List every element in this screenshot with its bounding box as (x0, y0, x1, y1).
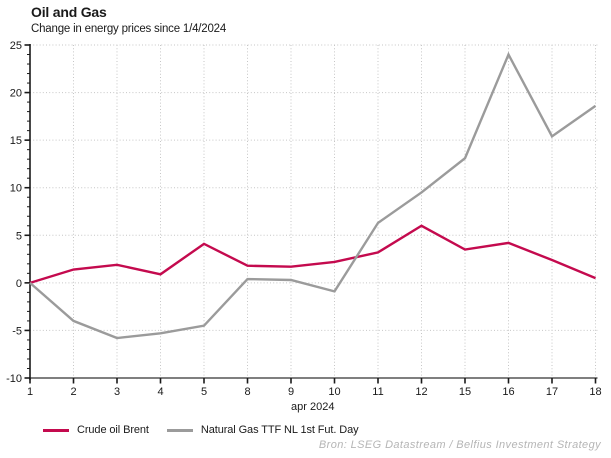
y-tick-label: 25 (10, 40, 22, 52)
y-tick-label: 20 (10, 88, 22, 100)
x-tick-label: 5 (201, 386, 207, 398)
y-tick-label: 15 (10, 135, 22, 147)
x-tick-label: 2 (70, 386, 76, 398)
x-tick-label: 3 (114, 386, 120, 398)
source-credit: Bron: LSEG Datastream / Belfius Investme… (318, 439, 601, 451)
legend-label-brent: Crude oil Brent (77, 424, 149, 436)
y-tick-label: 0 (16, 278, 22, 290)
x-tick-label: 17 (546, 386, 558, 398)
x-tick-label: 15 (459, 386, 471, 398)
x-tick-label: 16 (502, 386, 514, 398)
y-tick-label: 10 (10, 183, 22, 195)
x-tick-label: 10 (328, 386, 340, 398)
series-line-1 (29, 51, 597, 340)
series-line-0 (29, 224, 596, 285)
x-tick-label: 11 (372, 386, 383, 398)
legend-item-gas: Natural Gas TTF NL 1st Fut. Day (166, 424, 359, 436)
x-tick-label: 4 (157, 386, 163, 398)
chart-subtitle: Change in energy prices since 1/4/2024 (31, 23, 227, 35)
x-tick-label: 12 (415, 386, 427, 398)
gas-line-swatch (166, 428, 193, 432)
legend-item-brent: Crude oil Brent (43, 424, 149, 436)
legend: Crude oil Brent Natural Gas TTF NL 1st F… (43, 423, 359, 437)
brent-line-swatch (43, 428, 69, 432)
x-tick-label: 9 (288, 386, 294, 398)
chart-title: Oil and Gas (31, 4, 107, 20)
y-tick-label: -5 (12, 325, 22, 337)
x-tick-label: 1 (27, 386, 33, 398)
legend-label-gas: Natural Gas TTF NL 1st Fut. Day (200, 424, 359, 436)
x-tick-label: 8 (244, 386, 250, 398)
x-axis-title: apr 2024 (291, 401, 334, 413)
x-tick-label: 18 (589, 386, 601, 398)
y-tick-label: -10 (6, 373, 22, 385)
y-tick-label: 5 (16, 230, 22, 242)
